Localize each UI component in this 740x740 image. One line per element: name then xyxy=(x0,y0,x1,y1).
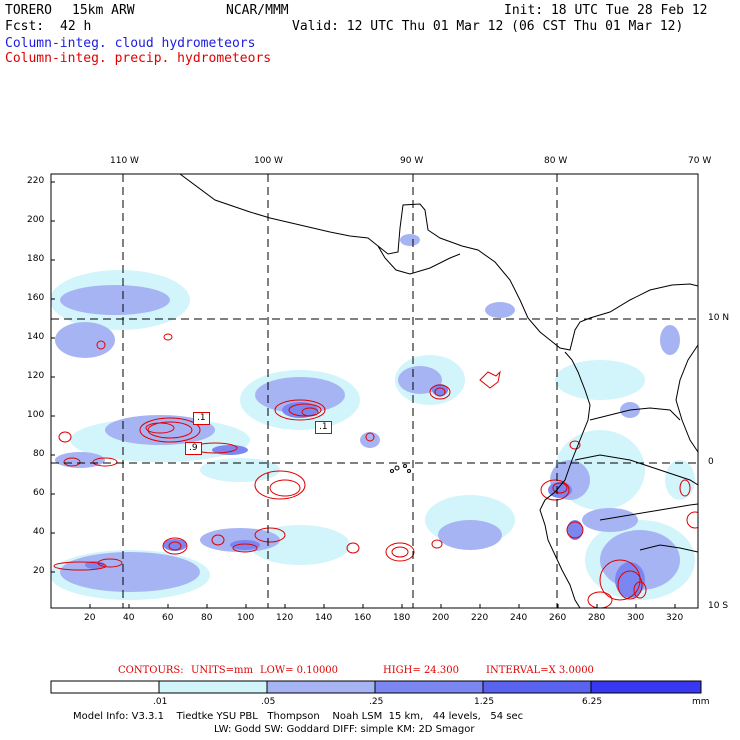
map-frame xyxy=(50,173,699,609)
y-tick-200: 200 xyxy=(27,215,45,225)
colorbar-label-5: 6.25 xyxy=(582,697,603,707)
colorbar-bin-3 xyxy=(266,680,376,694)
lat-label-10n: 10 N xyxy=(708,313,730,323)
latlon-grid xyxy=(51,174,698,608)
contour-box-label-2: .1 xyxy=(315,421,332,434)
x-tick-220: 220 xyxy=(471,613,489,623)
contour-box-label-1: .1 xyxy=(193,412,210,425)
x-tick-140: 140 xyxy=(315,613,333,623)
colorbar-unit: mm xyxy=(692,697,710,707)
x-tick-100: 100 xyxy=(237,613,255,623)
model-info-line1: Model Info: V3.3.1 Tiedtke YSU PBL Thomp… xyxy=(73,711,524,722)
y-tick-100: 100 xyxy=(27,410,45,420)
y-tick-120: 120 xyxy=(27,371,45,381)
field-precip-title: Column-integ. precip. hydrometeors xyxy=(5,51,272,66)
contours-label: CONTOURS: xyxy=(118,665,184,676)
y-tick-80: 80 xyxy=(33,449,45,459)
x-tick-260: 260 xyxy=(549,613,567,623)
model-name: TORERO xyxy=(5,3,52,18)
coastlines xyxy=(179,174,698,608)
colorbar-bin-4 xyxy=(374,680,484,694)
model-resolution: 15km ARW xyxy=(72,3,135,18)
contour-box-label-3: .9 xyxy=(185,442,202,455)
colorbar-bin-2 xyxy=(158,680,268,694)
x-tick-200: 200 xyxy=(432,613,450,623)
lon-label-100w: 100 W xyxy=(254,156,283,166)
model-info-line2: LW: Godd SW: Goddard DIFF: simple KM: 2D… xyxy=(214,724,475,735)
colorbar-label-1: .01 xyxy=(153,697,168,707)
contours-interval: INTERVAL=X 3.0000 xyxy=(486,665,594,676)
lon-label-110w: 110 W xyxy=(110,156,139,166)
y-tick-180: 180 xyxy=(27,254,45,264)
colorbar-bin-5 xyxy=(482,680,592,694)
x-tick-60: 60 xyxy=(162,613,174,623)
map-field-layer xyxy=(51,174,698,608)
x-tick-180: 180 xyxy=(393,613,411,623)
x-tick-20: 20 xyxy=(84,613,96,623)
contours-units: UNITS=mm xyxy=(191,665,253,676)
y-tick-220: 220 xyxy=(27,176,45,186)
colorbar-label-4: 1.25 xyxy=(474,697,495,707)
contours-low: LOW= 0.10000 xyxy=(260,665,339,676)
forecast-hours: 42 h xyxy=(60,19,92,34)
init-time: Init: 18 UTC Tue 28 Feb 12 xyxy=(504,3,708,18)
lon-label-90w: 90 W xyxy=(400,156,424,166)
lat-label-0: 0 xyxy=(708,457,714,467)
x-tick-320: 320 xyxy=(666,613,684,623)
precip-contours xyxy=(53,333,698,608)
bottom-tick-marks xyxy=(89,604,676,608)
y-tick-140: 140 xyxy=(27,332,45,342)
lat-label-10s: 10 S xyxy=(708,601,729,611)
x-tick-280: 280 xyxy=(588,613,606,623)
lon-label-70w: 70 W xyxy=(688,156,712,166)
contours-high: HIGH= 24.300 xyxy=(383,665,459,676)
x-tick-40: 40 xyxy=(123,613,135,623)
field-cloud-title: Column-integ. cloud hydrometeors xyxy=(5,36,256,51)
lon-label-80w: 80 W xyxy=(544,156,568,166)
y-tick-160: 160 xyxy=(27,293,45,303)
valid-time: Valid: 12 UTC Thu 01 Mar 12 (06 CST Thu … xyxy=(292,19,684,34)
left-tick-marks xyxy=(51,181,55,573)
colorbar-bin-6 xyxy=(590,680,702,694)
colorbar xyxy=(50,680,702,694)
y-tick-60: 60 xyxy=(33,488,45,498)
y-tick-20: 20 xyxy=(33,566,45,576)
colorbar-label-3: .25 xyxy=(369,697,384,707)
colorbar-label-2: .05 xyxy=(261,697,276,707)
x-tick-80: 80 xyxy=(201,613,213,623)
x-tick-120: 120 xyxy=(276,613,294,623)
x-tick-300: 300 xyxy=(627,613,645,623)
colorbar-bin-1 xyxy=(50,680,160,694)
x-tick-160: 160 xyxy=(354,613,372,623)
y-tick-40: 40 xyxy=(33,527,45,537)
institution: NCAR/MMM xyxy=(226,3,289,18)
forecast-label: Fcst: xyxy=(5,19,45,34)
x-tick-240: 240 xyxy=(510,613,528,623)
